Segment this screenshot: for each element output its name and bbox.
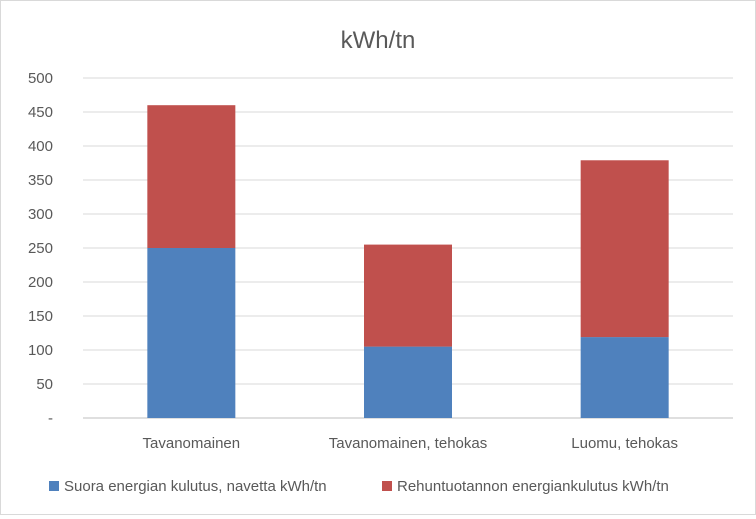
x-axis-category-labels: Tavanomainen Tavanomainen, tehokas Luomu, …	[143, 435, 678, 452]
y-tick-label: 100	[28, 342, 53, 359]
x-tick-label: Tavanomainen, tehokas	[329, 435, 487, 452]
y-tick-label: -	[48, 410, 53, 427]
y-tick-label: 400	[28, 138, 53, 155]
legend-label: Suora energian kulutus, navetta kWh/tn	[64, 478, 327, 495]
y-tick-label: 200	[28, 274, 53, 291]
legend-swatch	[382, 481, 392, 491]
x-tick-label: Luomu, tehokas	[571, 435, 678, 452]
y-tick-label: 450	[28, 104, 53, 121]
bar-segment-series-2	[147, 105, 236, 248]
bar-segment-series-2	[580, 160, 669, 338]
y-axis-tick-labels: - 50 100 150 200 250 300 350 400 450 500	[28, 70, 53, 427]
y-tick-label: 150	[28, 308, 53, 325]
bar-segment-series-2	[364, 244, 452, 347]
legend-label: Rehuntuotannon energiankulutus kWh/tn	[397, 478, 669, 495]
y-tick-label: 250	[28, 240, 53, 257]
y-tick-label: 350	[28, 172, 53, 189]
x-tick-label: Tavanomainen	[143, 435, 241, 452]
bar-segment-series-1	[580, 337, 669, 418]
legend: Suora energian kulutus, navetta kWh/tn Re…	[49, 478, 669, 495]
y-tick-label: 50	[36, 376, 53, 393]
y-tick-label: 300	[28, 206, 53, 223]
legend-swatch	[49, 481, 59, 491]
chart-title: kWh/tn	[341, 27, 416, 54]
bar-segment-series-1	[364, 346, 452, 418]
bars	[147, 105, 669, 418]
y-tick-label: 500	[28, 70, 53, 87]
bar-segment-series-1	[147, 248, 236, 418]
